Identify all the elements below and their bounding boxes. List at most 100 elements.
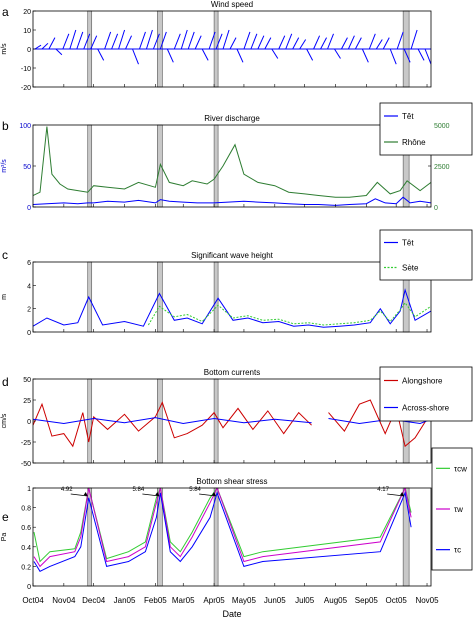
y-tick-label: -50: [21, 461, 31, 468]
legend-label: Across-shore: [402, 404, 450, 413]
wind-stick: [132, 48, 139, 65]
y2-tick-label: 0: [434, 205, 438, 212]
wind-stick: [347, 35, 355, 50]
x-tick-label: Jan05: [114, 596, 136, 605]
x-tick-label: Apr05: [203, 596, 225, 605]
x-tick-label: Dec04: [82, 596, 106, 605]
x-tick-label: Sep05: [355, 596, 379, 605]
wind-stick: [264, 37, 272, 50]
series-group: [33, 488, 412, 572]
wind-stick: [194, 35, 202, 50]
y-tick-label: 6: [27, 260, 31, 267]
panel-title: Wind speed: [211, 0, 253, 9]
legend-label: τc: [454, 546, 461, 555]
event-shade-2: [213, 378, 219, 464]
y-tick-label: 100: [19, 123, 31, 130]
wind-stick: [236, 48, 244, 63]
x-tick-label: Mar05: [172, 596, 195, 605]
event-shade-2: [213, 261, 219, 333]
wind-stick: [215, 33, 223, 50]
x-tick-label: Jun05: [264, 596, 286, 605]
panel-letter: a: [2, 5, 9, 19]
x-axis-label: Date: [222, 609, 241, 619]
series-line-Têt: [33, 288, 431, 328]
series-line-τw: [33, 488, 412, 568]
wind-stick: [410, 29, 418, 50]
panel-letter: c: [2, 248, 8, 262]
annotation-arrowhead: [155, 492, 160, 496]
panel-d: [32, 366, 473, 464]
annotation-label: 5.84: [133, 487, 145, 493]
annotation-label: 4.92: [61, 487, 73, 493]
wind-stick: [125, 35, 132, 50]
wind-stick: [424, 48, 431, 65]
x-tick-label: Oct04: [22, 596, 44, 605]
y-tick-label: 1: [27, 486, 31, 493]
y-tick-label: -20: [21, 85, 31, 92]
panel-b: [32, 102, 473, 208]
wind-stick: [104, 31, 112, 50]
legend-label: Têt: [402, 112, 414, 121]
wind-stick: [250, 33, 258, 50]
series-line-Rhône: [33, 126, 431, 198]
wind-stick: [166, 48, 174, 63]
wind-stick: [368, 33, 376, 50]
panel-title: Significant wave height: [191, 251, 274, 260]
x-tick-label: Jul05: [295, 596, 315, 605]
legend-box: [379, 102, 473, 156]
wind-stick: [34, 44, 42, 50]
series-line-Sète: [147, 301, 431, 326]
legend-label: τw: [454, 505, 463, 514]
wind-stick: [299, 39, 307, 50]
plot-frame: [32, 261, 432, 333]
wind-stick: [159, 31, 167, 50]
y-tick-label: 25: [23, 398, 31, 405]
legend-label: Sète: [402, 264, 419, 273]
series-line-Têt: [33, 196, 431, 206]
y-tick-label: 0.4: [21, 545, 31, 552]
y-axis-label: m: [1, 294, 8, 300]
wind-stick: [271, 48, 279, 59]
wind-stick: [222, 29, 230, 50]
y-tick-label: 4: [27, 283, 31, 290]
x-tick-label: Feb05: [144, 596, 167, 605]
legend-label: Alongshore: [402, 377, 443, 386]
y-tick-label: -10: [21, 66, 31, 73]
wind-stick: [138, 31, 146, 50]
wind-stick: [111, 33, 119, 50]
wind-stick: [285, 33, 293, 50]
wind-stick: [403, 48, 411, 63]
wind-stick: [396, 31, 404, 50]
panel-title: Bottom currents: [204, 368, 260, 377]
y-tick-label: 0: [27, 419, 31, 426]
wind-stick: [257, 35, 265, 50]
wind-stick: [208, 31, 216, 50]
y-tick-label: 0: [27, 205, 31, 212]
x-tick-label: Nov04: [52, 596, 76, 605]
wind-stick: [417, 48, 425, 61]
annotation-arrow: [199, 493, 217, 497]
annotation-label: 4.17: [377, 487, 389, 493]
wind-stick: [327, 33, 334, 50]
y-tick-label: 2: [27, 307, 31, 314]
series-group: [33, 29, 431, 65]
wind-stick: [90, 35, 98, 50]
x-tick-label: Oct05: [386, 596, 408, 605]
wind-stick: [341, 37, 348, 50]
series-line-τc: [33, 491, 412, 572]
wind-stick: [306, 48, 314, 61]
panel-c: [32, 229, 473, 333]
wind-stick: [173, 33, 181, 50]
plot-frame: [32, 124, 432, 208]
wind-stick: [76, 31, 84, 50]
series-group: [33, 126, 431, 206]
event-shade-1: [157, 378, 163, 464]
y-axis-label: m/s: [1, 43, 8, 55]
x-tick-label: May05: [232, 596, 257, 605]
panel-letter: b: [2, 119, 9, 133]
annotation-arrowhead: [400, 492, 405, 496]
y-tick-label: 0: [27, 47, 31, 54]
y-axis-label: m³/s: [1, 159, 8, 173]
wind-stick: [41, 42, 49, 50]
wind-stick: [187, 31, 195, 50]
